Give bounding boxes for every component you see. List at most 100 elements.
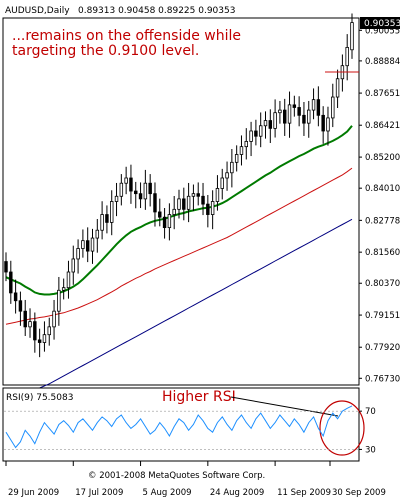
candle-body — [114, 195, 119, 202]
time-tick-label: 30 Sep 2009 — [332, 488, 386, 498]
rsi-annotation: Higher RSI — [162, 389, 236, 405]
time-tick-label: 24 Aug 2009 — [210, 488, 264, 498]
last-price-box: 0.90353 — [360, 17, 400, 29]
candle — [66, 260, 71, 299]
candle-body — [28, 321, 32, 328]
candle-body — [4, 261, 8, 273]
candle — [52, 299, 56, 340]
candle-body — [316, 99, 321, 116]
candle-body — [172, 208, 176, 215]
candle-body — [119, 182, 124, 197]
time-tick-label: 29 Jun 2009 — [8, 488, 59, 498]
candle-body — [307, 109, 311, 124]
candle — [167, 203, 172, 241]
candle — [9, 260, 13, 304]
candle — [148, 174, 152, 207]
candle-body — [244, 141, 248, 148]
candle-body — [138, 193, 143, 200]
candle-body — [162, 216, 167, 229]
candle — [273, 99, 277, 138]
candle — [316, 86, 321, 127]
price-tick-label: 0.82778 — [365, 216, 400, 226]
candle — [220, 168, 224, 200]
candle — [263, 111, 268, 139]
candle — [71, 245, 75, 285]
time-tick-label: 17 Jul 2009 — [75, 488, 123, 498]
candle-body — [268, 120, 273, 129]
candle — [57, 276, 61, 326]
candle-body — [61, 287, 66, 291]
candle-body — [33, 321, 37, 341]
candle — [258, 112, 263, 148]
price-tick-label: 0.87651 — [365, 89, 400, 99]
candle-body — [23, 310, 27, 328]
candle-body — [297, 107, 301, 116]
candle — [61, 278, 66, 300]
candle-body — [167, 214, 172, 229]
candle — [292, 95, 297, 117]
candle — [345, 34, 349, 81]
candle — [287, 91, 292, 138]
candle-body — [105, 214, 109, 223]
main-panel-frame — [2, 17, 360, 386]
candle — [335, 69, 340, 109]
candle — [311, 88, 316, 120]
candle — [158, 198, 162, 227]
candles — [4, 13, 354, 358]
candle — [239, 135, 244, 166]
candle — [249, 121, 253, 157]
candle-body — [220, 177, 224, 189]
candle-body — [326, 117, 330, 132]
copyright: © 2001-2008 MetaQuotes Software Corp. — [88, 471, 265, 481]
rsi-highlight-ellipse — [319, 400, 365, 456]
candle — [100, 201, 104, 240]
candle-body — [95, 229, 100, 239]
rsi-axis: 70 30 — [4, 407, 376, 455]
candle — [90, 228, 95, 264]
main-panel: AUDUSD,Daily 0.89313 0.90458 0.89225 0.9… — [2, 6, 400, 404]
candle — [201, 182, 205, 216]
candle-body — [311, 99, 316, 111]
candle — [302, 102, 306, 136]
candle-body — [273, 112, 277, 129]
price-tick-label: 0.86421 — [365, 121, 400, 131]
candle — [326, 106, 330, 146]
candle — [210, 190, 215, 230]
time-axis: 29 Jun 2009 17 Jul 2009 5 Aug 2009 24 Aug 2… — [5, 461, 386, 498]
candle-body — [234, 154, 239, 163]
candle — [105, 205, 109, 234]
candle — [244, 128, 248, 160]
candle — [191, 184, 196, 211]
candle-body — [210, 201, 215, 215]
candle — [129, 164, 133, 204]
candle-body — [42, 334, 47, 343]
candle-body — [292, 104, 297, 108]
candle-body — [124, 177, 128, 184]
candle — [297, 96, 301, 127]
candle — [350, 13, 354, 59]
candle-body — [230, 161, 234, 174]
candle — [182, 187, 186, 221]
rsi-line — [5, 405, 353, 449]
candle-body — [134, 190, 138, 195]
candle — [177, 189, 181, 219]
candle — [110, 190, 114, 236]
candle — [134, 181, 138, 209]
price-tick-label: 0.85200 — [365, 153, 400, 163]
candle-body — [206, 203, 210, 215]
candle-body — [249, 130, 253, 142]
candle-body — [215, 188, 220, 202]
candle — [47, 317, 51, 346]
candle — [33, 312, 37, 353]
candle-body — [9, 271, 13, 294]
candle — [138, 182, 143, 209]
candle-body — [302, 114, 306, 124]
candle-body — [76, 248, 80, 260]
time-tick-label: 11 Sep 2009 — [277, 488, 331, 498]
candle-body — [201, 195, 205, 205]
candle-body — [57, 289, 61, 312]
candle-body — [18, 300, 23, 312]
candle-body — [148, 182, 152, 195]
candle-body — [66, 271, 71, 289]
